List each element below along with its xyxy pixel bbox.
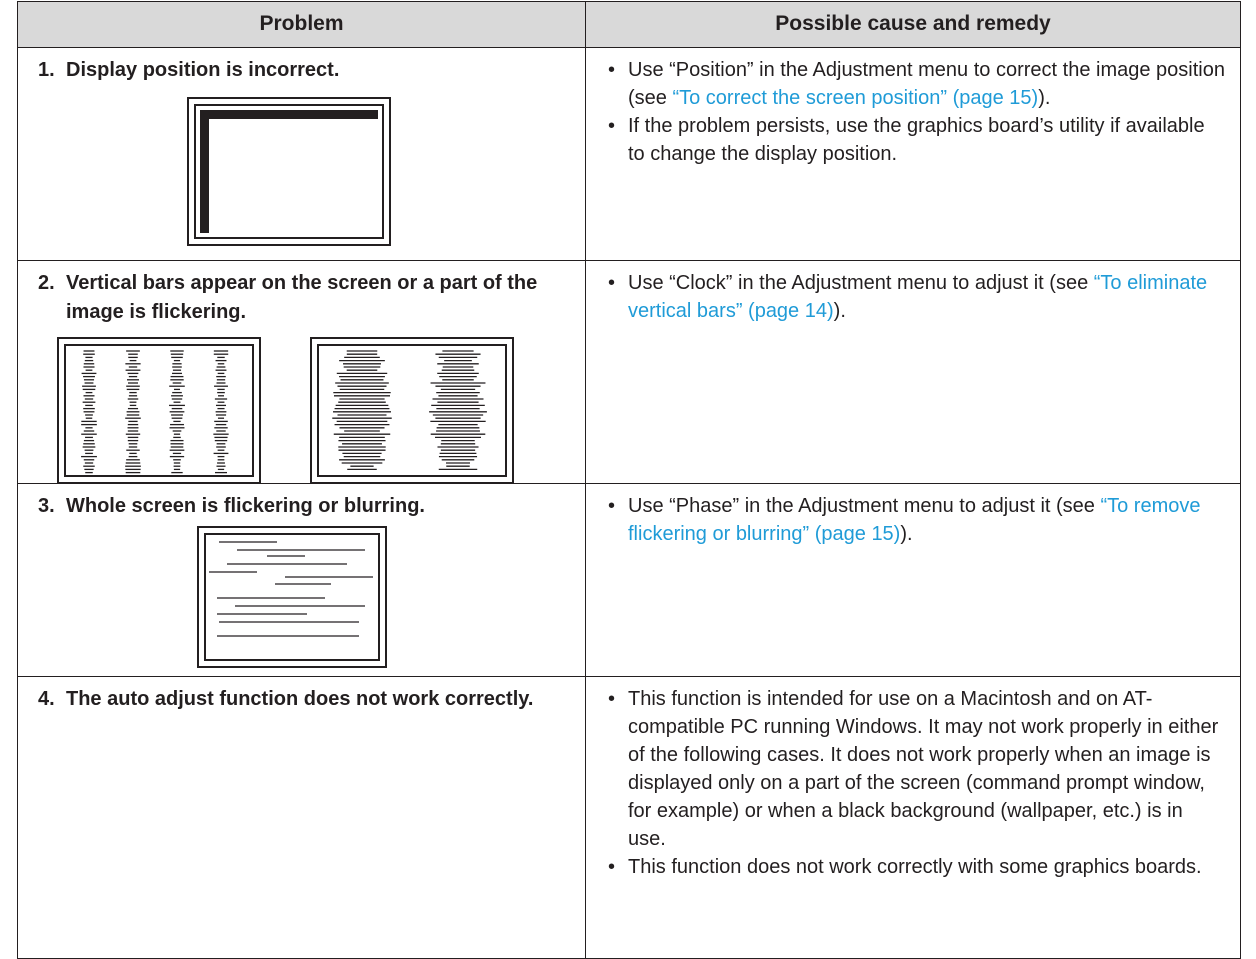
illustration-position — [187, 97, 391, 246]
remedy-text: ). — [833, 300, 846, 322]
link: “To correct the screen position” (page 1… — [672, 87, 1039, 109]
link: “To eliminate vertical bars” (page 14) — [628, 272, 1208, 322]
illustration-blurring — [197, 526, 387, 668]
link: “To remove flickering or blurring” (page… — [628, 495, 1201, 545]
row-number: 1. — [38, 59, 55, 81]
remedy-text: ). — [900, 523, 913, 545]
row-number: 2. — [38, 272, 55, 294]
remedy-cell: Use “Position” in the Adjustment menu to… — [585, 47, 1241, 261]
problem-text: The auto adjust function does not work c… — [66, 688, 534, 710]
remedy-list: Use “Clock” in the Adjustment menu to ad… — [606, 269, 1226, 325]
remedy-list: Use “Phase” in the Adjustment menu to ad… — [606, 492, 1226, 548]
remedy-text: ). — [1038, 87, 1051, 109]
remedy-text: This function is intended for use on a M… — [628, 688, 1219, 850]
remedy-cell: Use “Phase” in the Adjustment menu to ad… — [585, 483, 1241, 677]
problem-cell: 4. The auto adjust function does not work… — [17, 676, 586, 959]
remedy-text: This function does not work correctly wi… — [628, 856, 1202, 878]
problem-text: Display position is incorrect. — [66, 59, 340, 81]
remedy-item: Use “Position” in the Adjustment menu to… — [606, 56, 1226, 112]
remedy-text: If the problem persists, use the graphic… — [628, 115, 1205, 165]
remedy-item: Use “Clock” in the Adjustment menu to ad… — [606, 269, 1226, 325]
remedy-item: This function is intended for use on a M… — [606, 685, 1226, 853]
problem-text: Vertical bars appear on the screen or a … — [66, 272, 538, 323]
remedy-text: Use “Position” in the Adjustment menu to… — [628, 59, 1225, 109]
illustration-vertical-bars — [57, 337, 261, 484]
remedy-cell: This function is intended for use on a M… — [585, 676, 1241, 959]
remedy-list: Use “Position” in the Adjustment menu to… — [606, 56, 1226, 168]
row-number: 4. — [38, 688, 55, 710]
remedy-item: Use “Phase” in the Adjustment menu to ad… — [606, 492, 1226, 548]
illustration-flicker-bars — [310, 337, 514, 484]
header-cell: Possible cause and remedy — [585, 1, 1241, 48]
remedy-cell: Use “Clock” in the Adjustment menu to ad… — [585, 260, 1241, 484]
remedy-list: This function is intended for use on a M… — [606, 685, 1226, 881]
remedy-text: Use “Clock” in the Adjustment menu to ad… — [628, 272, 1094, 294]
remedy-text: Use “Phase” in the Adjustment menu to ad… — [628, 495, 1101, 517]
problem-cell: 2. Vertical bars appear on the screen or … — [17, 260, 586, 484]
problem-text: Whole screen is flickering or blurring. — [66, 495, 425, 517]
header-cell: Problem — [17, 1, 586, 48]
row-number: 3. — [38, 495, 55, 517]
remedy-item: If the problem persists, use the graphic… — [606, 112, 1226, 168]
remedy-item: This function does not work correctly wi… — [606, 853, 1226, 881]
